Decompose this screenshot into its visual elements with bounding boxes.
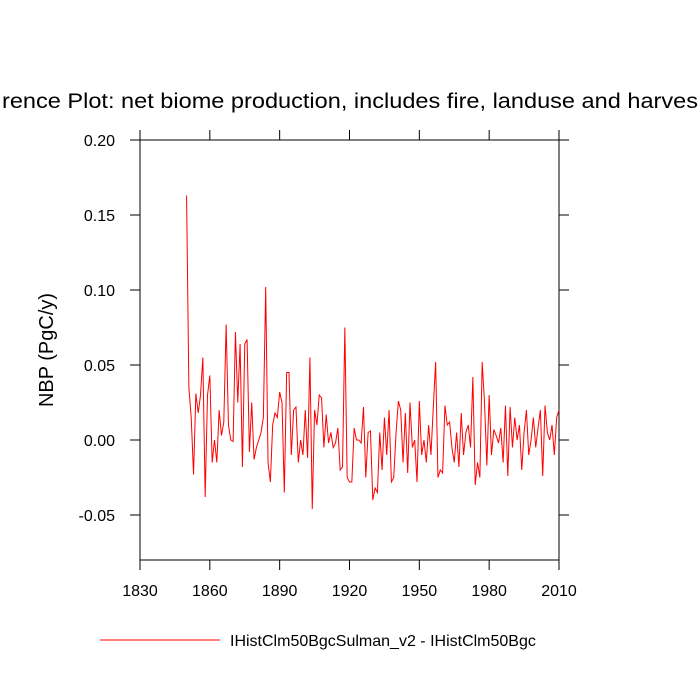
chart-title: rence Plot: net biome production, includ… — [2, 90, 698, 113]
x-tick-label: 1860 — [192, 583, 228, 600]
x-tick-label: 1830 — [122, 583, 158, 600]
y-tick-label: 0.10 — [84, 283, 115, 300]
x-tick-label: 2010 — [541, 583, 577, 600]
legend-label: IHistClm50BgcSulman_v2 - IHistClm50Bgc — [230, 633, 536, 650]
y-axis-label: NBP (PgC/y) — [36, 293, 58, 407]
y-tick-label: 0.00 — [84, 433, 115, 450]
y-tick-label: 0.05 — [84, 358, 115, 375]
plot-frame — [139, 139, 560, 561]
x-tick-label: 1890 — [262, 583, 298, 600]
y-tick-label: 0.20 — [84, 133, 115, 150]
x-tick-label: 1920 — [332, 583, 368, 600]
x-tick-label: 1980 — [471, 583, 507, 600]
y-tick-label: 0.15 — [84, 208, 115, 225]
data-line — [186, 195, 560, 510]
x-tick-label: 1950 — [402, 583, 438, 600]
y-tick-label: -0.05 — [79, 508, 116, 525]
